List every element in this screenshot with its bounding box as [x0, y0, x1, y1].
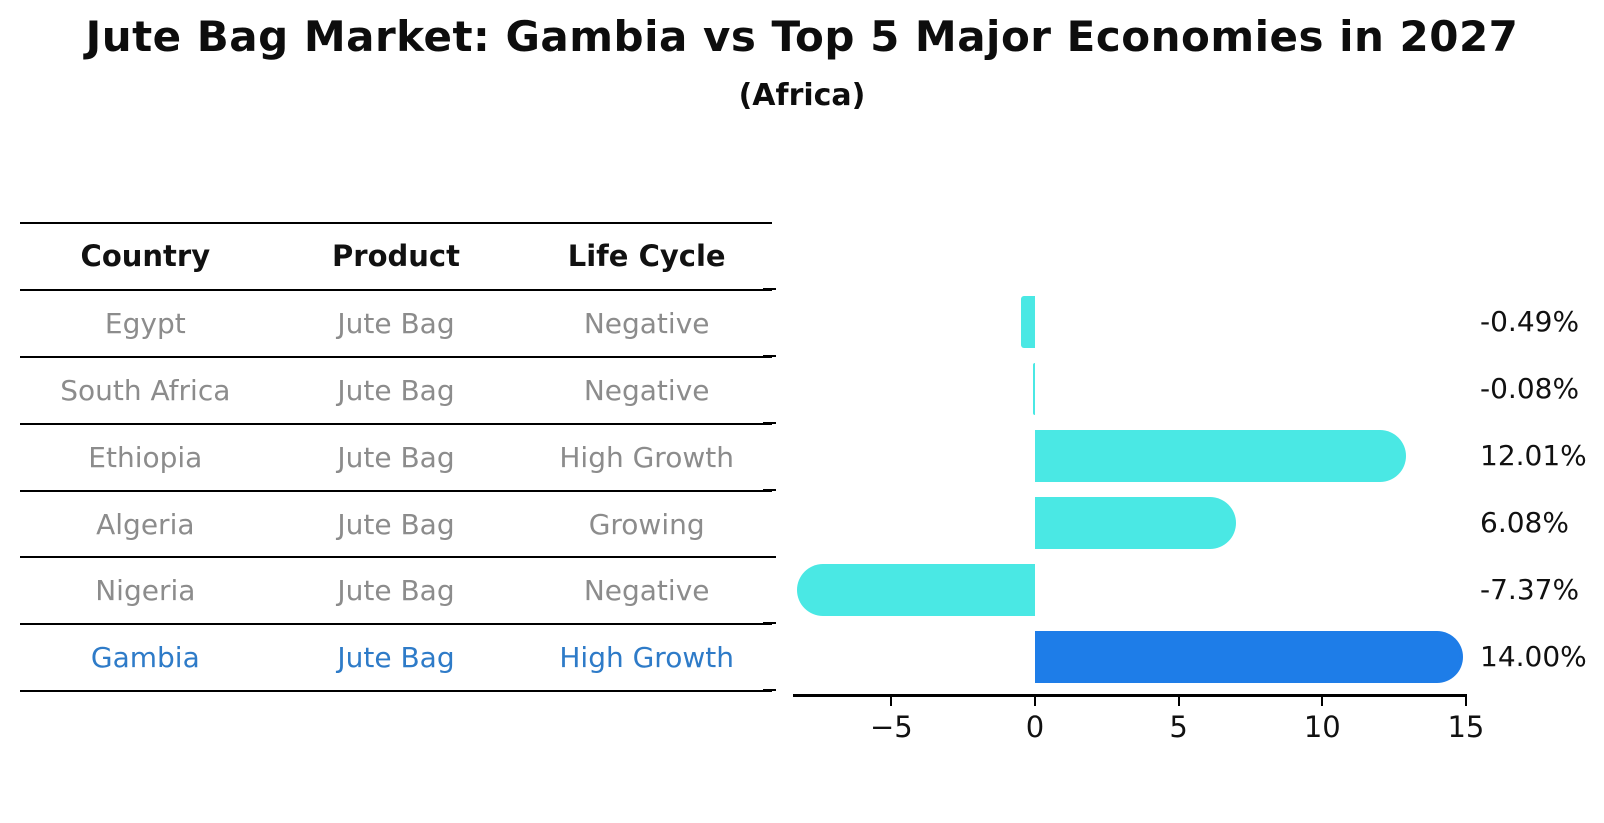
y-tick-mark	[763, 421, 776, 424]
y-tick-mark	[763, 689, 776, 692]
table-header-row: Country Product Life Cycle	[20, 222, 772, 289]
x-tick-mark	[1034, 694, 1036, 706]
table-row: South Africa Jute Bag Negative	[20, 355, 772, 423]
cell-country: Gambia	[90, 641, 200, 675]
value-label-gambia: 14.00%	[1480, 639, 1587, 673]
value-label-nigeria: -7.37%	[1480, 572, 1580, 606]
cell-country: Algeria	[96, 507, 195, 541]
bar-nigeria	[797, 563, 1035, 616]
value-label-egypt: -0.49%	[1480, 305, 1580, 339]
x-tick-label: −5	[869, 710, 913, 744]
x-tick-label: 5	[1169, 710, 1188, 744]
y-tick-mark	[763, 488, 776, 491]
y-tick-mark	[763, 622, 776, 625]
value-label-ethiopia: 12.01%	[1480, 439, 1587, 473]
comparison-table: Country Product Life Cycle Egypt Jute Bag Neg…	[20, 222, 772, 693]
value-label-algeria: 6.08%	[1480, 506, 1569, 540]
cell-country: Ethiopia	[88, 440, 203, 474]
x-tick-mark	[890, 694, 893, 706]
x-axis-line	[793, 694, 1467, 697]
cell-life-cycle: High Growth	[559, 641, 734, 675]
y-tick-mark	[763, 287, 776, 290]
col-header-country: Country	[80, 239, 211, 274]
value-label-south-africa: -0.08%	[1480, 372, 1580, 406]
x-tick-mark	[1177, 694, 1180, 706]
cell-life-cycle: Negative	[583, 306, 710, 340]
cell-life-cycle: Growing	[588, 507, 705, 541]
cell-life-cycle: Negative	[583, 373, 710, 407]
x-tick-label: 15	[1447, 710, 1485, 744]
bar-algeria	[1035, 497, 1236, 550]
table-row: Nigeria Jute Bag Negative	[20, 556, 772, 623]
bar-south-africa	[1032, 363, 1035, 416]
chart-subtitle: (Africa)	[738, 78, 866, 113]
cell-product: Jute Bag	[337, 440, 455, 474]
cell-country: South Africa	[60, 373, 231, 407]
cell-country: Egypt	[104, 306, 186, 340]
chart-title: Jute Bag Market: Gambia vs Top 5 Major E…	[85, 12, 1519, 61]
x-tick-mark	[1321, 694, 1324, 706]
bar-ethiopia	[1035, 430, 1407, 483]
x-tick-label: 0	[1025, 710, 1045, 744]
x-tick-label: 10	[1303, 710, 1341, 744]
table-row: Ethiopia Jute Bag High Growth	[20, 422, 772, 490]
cell-life-cycle: Negative	[583, 574, 710, 608]
x-tick-mark	[1464, 694, 1467, 706]
cell-product: Jute Bag	[337, 641, 455, 675]
table-row: Egypt Jute Bag Negative	[20, 288, 772, 356]
cell-life-cycle: High Growth	[559, 440, 734, 474]
y-tick-mark	[763, 354, 776, 357]
cell-product: Jute Bag	[337, 306, 455, 340]
cell-country: Nigeria	[95, 574, 196, 608]
bar-egypt	[1020, 296, 1035, 349]
col-header-life-cycle: Life Cycle	[567, 239, 726, 274]
col-header-product: Product	[332, 239, 460, 274]
cell-product: Jute Bag	[337, 574, 455, 608]
cell-product: Jute Bag	[337, 373, 455, 407]
table-row: Algeria Jute Bag Growing	[20, 489, 772, 557]
y-tick-mark	[763, 555, 776, 558]
cell-product: Jute Bag	[337, 507, 455, 541]
table-row: Gambia Jute Bag High Growth	[20, 623, 772, 690]
bar-gambia	[1035, 630, 1464, 683]
